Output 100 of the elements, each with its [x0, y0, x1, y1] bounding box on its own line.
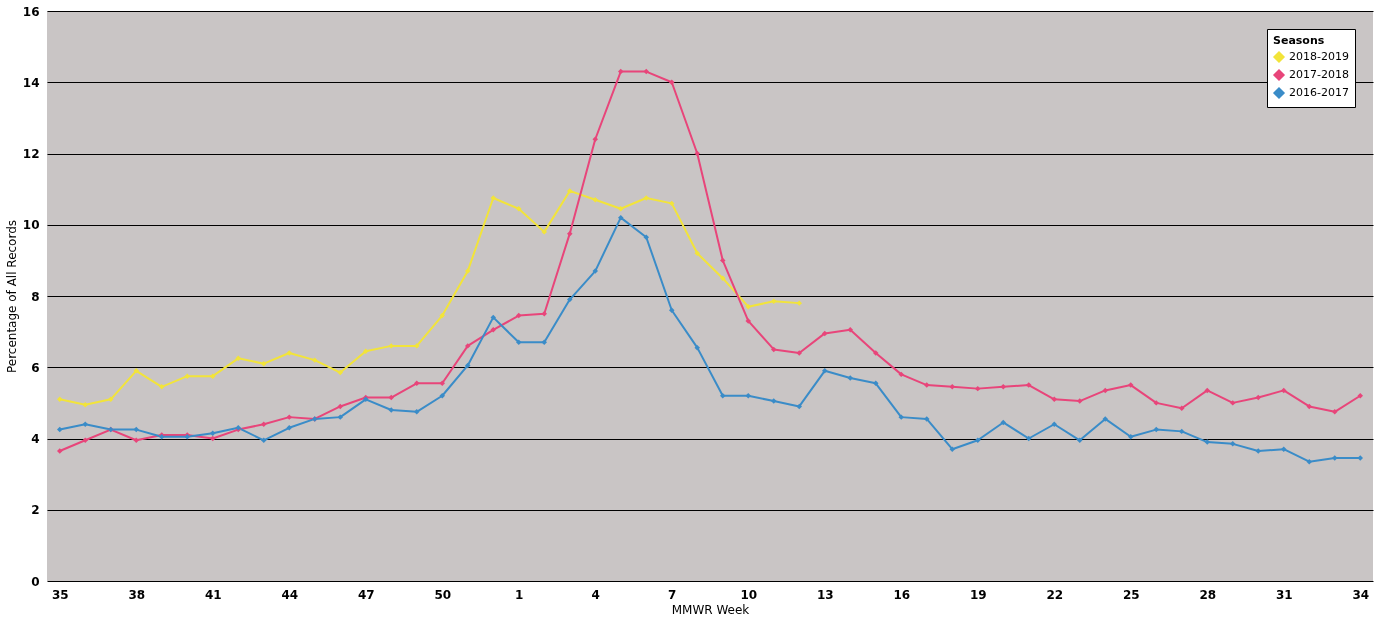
point	[133, 368, 139, 374]
point	[184, 373, 190, 379]
point	[465, 362, 471, 369]
point	[82, 437, 88, 444]
point	[847, 375, 853, 381]
point	[567, 188, 573, 194]
y-tick-label: 12	[22, 147, 40, 161]
point	[414, 380, 420, 387]
point	[1077, 398, 1083, 404]
point	[618, 68, 624, 75]
legend-label: 2018-2019	[1289, 50, 1349, 63]
point	[465, 268, 471, 274]
x-tick-label: 31	[1275, 587, 1293, 602]
x-tick-label: 47	[357, 587, 375, 602]
point	[567, 230, 573, 237]
point	[1051, 396, 1057, 403]
x-tick-label: 13	[816, 587, 834, 602]
point	[949, 384, 955, 390]
x-tick-label: 1	[515, 587, 524, 602]
point	[439, 380, 445, 387]
point	[159, 384, 165, 390]
x-tick-label: 7	[668, 587, 677, 602]
x-tick-label: 35	[51, 587, 69, 602]
point	[57, 426, 63, 433]
point	[1128, 382, 1134, 388]
point	[261, 360, 267, 367]
x-tick-label: 16	[893, 587, 911, 602]
y-tick-label: 0	[31, 574, 40, 589]
point	[1255, 448, 1261, 454]
y-tick-label: 4	[31, 432, 40, 446]
point	[337, 403, 343, 410]
point	[1102, 387, 1108, 394]
y-tick-label: 10	[22, 218, 40, 233]
point	[516, 205, 522, 212]
point	[133, 426, 139, 433]
y-tick-label: 2	[31, 503, 40, 518]
point	[1000, 384, 1006, 390]
y-tick-label: 8	[31, 289, 40, 304]
point	[1077, 437, 1083, 444]
point	[541, 339, 547, 346]
x-tick-label: 50	[434, 587, 452, 602]
point	[898, 414, 904, 420]
point	[1281, 446, 1287, 452]
legend-label: 2016-2017	[1289, 86, 1349, 99]
point	[516, 339, 522, 346]
legend-title: Seasons	[1273, 34, 1325, 47]
point	[643, 68, 649, 75]
point	[363, 348, 369, 354]
point	[261, 437, 267, 444]
point	[1230, 400, 1236, 406]
point	[924, 416, 930, 422]
x-tick-label: 4	[591, 587, 600, 602]
point	[541, 311, 547, 317]
point	[694, 344, 700, 351]
x-tick-label: 34	[1352, 587, 1370, 602]
point	[57, 448, 63, 454]
point	[720, 393, 726, 399]
point	[1332, 409, 1338, 415]
point	[57, 396, 63, 403]
point	[235, 355, 241, 362]
point	[388, 394, 394, 401]
point	[414, 343, 420, 349]
point	[669, 307, 675, 313]
x-tick-label: 19	[969, 587, 987, 602]
y-tick-label: 16	[22, 4, 40, 19]
point	[745, 318, 751, 324]
point	[516, 312, 522, 319]
point	[1153, 426, 1159, 433]
x-tick-label: 22	[1046, 587, 1064, 602]
point	[643, 195, 649, 201]
point	[694, 250, 700, 256]
x-tick-label: 28	[1199, 587, 1217, 602]
point	[745, 303, 751, 310]
point	[490, 314, 496, 321]
point	[108, 396, 114, 403]
point	[1281, 387, 1287, 394]
point	[975, 437, 981, 444]
point	[1153, 400, 1159, 406]
point	[1000, 419, 1006, 426]
point	[1306, 403, 1312, 410]
point	[771, 298, 777, 305]
point	[337, 414, 343, 420]
point	[1357, 393, 1363, 399]
point	[975, 385, 981, 392]
point	[439, 312, 445, 319]
point	[414, 409, 420, 415]
point	[847, 327, 853, 333]
point	[1306, 458, 1312, 465]
point	[1128, 433, 1134, 440]
point	[210, 430, 216, 436]
y-tick-label: 14	[22, 75, 40, 90]
y-axis-title: Percentage of All Records	[4, 219, 19, 374]
point	[898, 371, 904, 378]
point	[1179, 428, 1185, 435]
point	[1051, 421, 1057, 427]
point	[720, 275, 726, 281]
point	[796, 403, 802, 410]
point	[490, 195, 496, 201]
point	[286, 414, 292, 420]
point	[1332, 455, 1338, 461]
